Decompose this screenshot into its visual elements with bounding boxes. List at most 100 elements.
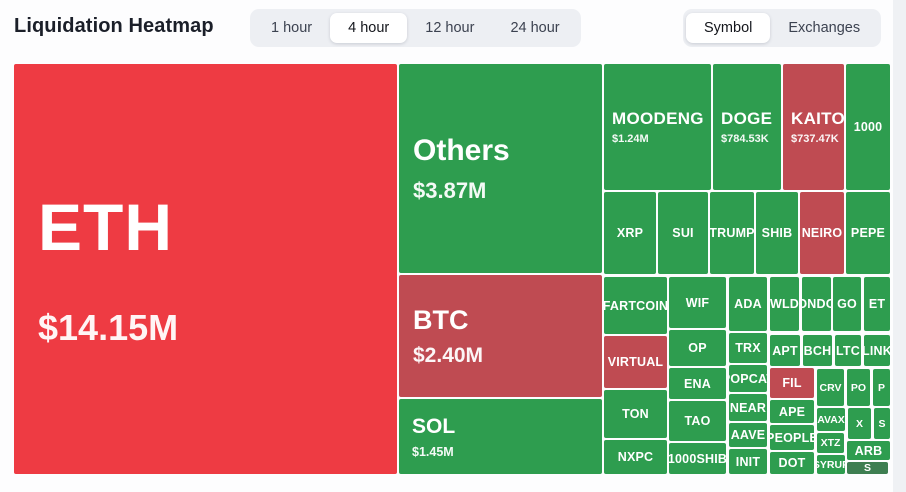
cell-symbol: NEAR bbox=[729, 400, 767, 415]
cell-pepe[interactable]: PEPE bbox=[846, 192, 890, 274]
cell-moodeng[interactable]: MOODENG $1.24M bbox=[604, 64, 711, 190]
cell-symbol: XTZ bbox=[820, 437, 841, 449]
cell-symbol: X bbox=[855, 417, 863, 430]
cell-popcat[interactable]: POPCAT bbox=[729, 365, 767, 392]
cell-symbol: BCH bbox=[803, 343, 832, 358]
cell-symbol: DOT bbox=[778, 456, 806, 470]
cell-symbol: ENA bbox=[684, 376, 711, 391]
cell-symbol: TRX bbox=[735, 341, 761, 355]
cell-s[interactable]: S bbox=[874, 408, 890, 439]
cell-symbol: FIL bbox=[782, 376, 802, 390]
cell-symbol: MOODENG bbox=[612, 109, 704, 128]
cell-ape[interactable]: APE bbox=[770, 400, 814, 423]
cell-crv[interactable]: CRV bbox=[817, 369, 844, 406]
cell-symbol: ARB bbox=[854, 443, 883, 458]
cell-symbol: SHIB bbox=[761, 226, 793, 240]
cell-doge[interactable]: DOGE $784.53K bbox=[713, 64, 781, 190]
cell-btc[interactable]: BTC $2.40M bbox=[399, 275, 602, 397]
cell-symbol: OP bbox=[688, 341, 707, 355]
cell-others[interactable]: Others $3.87M bbox=[399, 64, 602, 273]
view-tab-symbol[interactable]: Symbol bbox=[686, 12, 771, 44]
cell-go[interactable]: GO bbox=[833, 277, 861, 331]
cell-symbol: AAVE bbox=[730, 428, 766, 442]
cell-ena[interactable]: ENA bbox=[669, 368, 726, 399]
cell-value: $2.40M bbox=[413, 343, 484, 367]
cell-fartcoin[interactable]: FARTCOIN bbox=[604, 277, 667, 334]
cell-near[interactable]: NEAR bbox=[729, 394, 767, 421]
cell-symbol: AVAX bbox=[817, 413, 845, 426]
cell-symbol: VIRTUAL bbox=[607, 355, 664, 369]
cell-symbol: SOL bbox=[412, 414, 456, 438]
time-tab-24-hour[interactable]: 24 hour bbox=[492, 13, 577, 44]
cell-shib[interactable]: SHIB bbox=[756, 192, 798, 274]
cell-x[interactable]: X bbox=[848, 408, 871, 439]
cell-symbol: GO bbox=[837, 297, 857, 311]
cell-wif[interactable]: WIF bbox=[669, 277, 726, 328]
cell-arb[interactable]: ARB bbox=[847, 441, 890, 460]
cell-neiro[interactable]: NEIRO bbox=[800, 192, 844, 274]
cell-sol[interactable]: SOL $1.45M bbox=[399, 399, 602, 474]
cell-xrp[interactable]: XRP bbox=[604, 192, 656, 274]
cell-people[interactable]: PEOPLE bbox=[770, 425, 814, 450]
time-tab-1-hour[interactable]: 1 hour bbox=[253, 13, 330, 44]
cell-symbol: TRUMP bbox=[710, 226, 754, 240]
cell-value: $1.45M bbox=[412, 444, 454, 459]
cell-ada[interactable]: ADA bbox=[729, 277, 767, 331]
cell-ton[interactable]: TON bbox=[604, 390, 667, 438]
time-tab-12-hour[interactable]: 12 hour bbox=[407, 13, 492, 44]
cell-symbol: 1000SHIB bbox=[669, 451, 726, 466]
cell-symbol: WLD bbox=[770, 297, 799, 311]
cell-fil[interactable]: FIL bbox=[770, 368, 814, 398]
cell-symbol: KAITO bbox=[791, 109, 844, 128]
cell-symbol: NEIRO bbox=[801, 226, 843, 240]
view-tab-exchanges[interactable]: Exchanges bbox=[770, 13, 878, 44]
cell-link[interactable]: LINK bbox=[864, 335, 890, 366]
cell-po[interactable]: PO bbox=[847, 369, 870, 406]
cell-symbol: SYRUP bbox=[817, 458, 845, 471]
cell-symbol: BTC bbox=[413, 304, 469, 335]
cell-p[interactable]: P bbox=[873, 369, 890, 406]
cell-et[interactable]: ET bbox=[864, 277, 890, 331]
cell-aave[interactable]: AAVE bbox=[729, 423, 767, 447]
cell-symbol: CRV bbox=[819, 381, 842, 394]
cell-symbol: S bbox=[863, 462, 871, 474]
right-edge-strip bbox=[893, 0, 906, 492]
time-tab-4-hour[interactable]: 4 hour bbox=[330, 12, 408, 44]
cell-avax[interactable]: AVAX bbox=[817, 408, 845, 431]
cell-xtz[interactable]: XTZ bbox=[817, 433, 844, 453]
cell-ondo[interactable]: ONDO bbox=[802, 277, 831, 331]
cell-symbol: S bbox=[878, 417, 886, 430]
cell-symbol: 1000 bbox=[853, 120, 883, 134]
cell-nxpc[interactable]: NXPC bbox=[604, 440, 667, 474]
cell-symbol: TON bbox=[622, 407, 649, 421]
cell-s[interactable]: S bbox=[847, 462, 888, 474]
cell-tao[interactable]: TAO bbox=[669, 401, 726, 441]
cell-1000[interactable]: 1000 bbox=[846, 64, 890, 190]
cell-symbol: WIF bbox=[685, 295, 710, 310]
cell-symbol: XRP bbox=[616, 226, 644, 240]
cell-1000shib[interactable]: 1000SHIB bbox=[669, 443, 726, 474]
cell-value: $737.47K bbox=[791, 133, 839, 145]
cell-wld[interactable]: WLD bbox=[770, 277, 799, 331]
cell-init[interactable]: INIT bbox=[729, 449, 767, 474]
cell-ltc[interactable]: LTC bbox=[835, 335, 861, 366]
cell-trx[interactable]: TRX bbox=[729, 333, 767, 363]
cell-virtual[interactable]: VIRTUAL bbox=[604, 336, 667, 388]
cell-symbol: Others bbox=[413, 133, 510, 167]
cell-symbol: APT bbox=[772, 343, 798, 358]
cell-bch[interactable]: BCH bbox=[803, 335, 832, 366]
cell-dot[interactable]: DOT bbox=[770, 452, 814, 474]
cell-symbol: NXPC bbox=[617, 450, 654, 464]
cell-symbol: INIT bbox=[735, 454, 761, 469]
cell-trump[interactable]: TRUMP bbox=[710, 192, 754, 274]
cell-symbol: LTC bbox=[836, 343, 860, 358]
cell-sui[interactable]: SUI bbox=[658, 192, 708, 274]
cell-apt[interactable]: APT bbox=[770, 335, 800, 366]
view-mode-tabs: Symbol Exchanges bbox=[683, 9, 882, 47]
cell-symbol: PEOPLE bbox=[770, 430, 814, 445]
cell-eth[interactable]: ETH $14.15M bbox=[14, 64, 397, 474]
cell-syrup[interactable]: SYRUP bbox=[817, 455, 845, 474]
cell-kaito[interactable]: KAITO $737.47K bbox=[783, 64, 844, 190]
cell-value: $1.24M bbox=[612, 133, 649, 145]
cell-op[interactable]: OP bbox=[669, 330, 726, 366]
